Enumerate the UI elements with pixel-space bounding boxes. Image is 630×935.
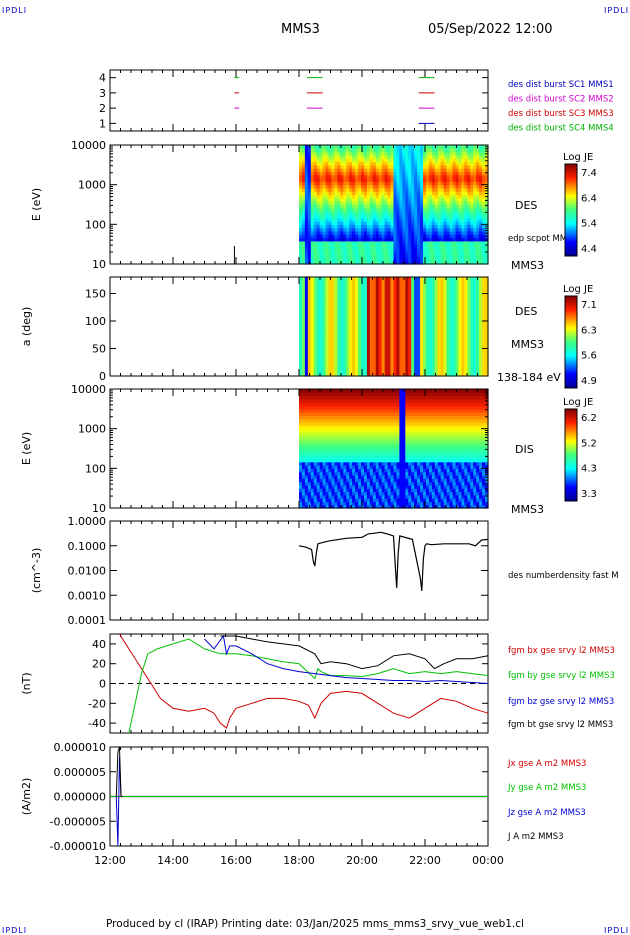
- colorbar-tick-label: 6.3: [581, 325, 597, 336]
- panel-frame: [110, 70, 488, 131]
- panel-bottom-label: MMS3: [511, 259, 544, 272]
- colorbar: [565, 296, 577, 388]
- y-tick-label: 10000: [71, 139, 106, 152]
- y-tick-label: 0: [99, 370, 106, 383]
- legend-entry: des dist burst SC3 MMS3: [508, 109, 614, 119]
- legend-entry: des dist burst SC2 MMS2: [508, 95, 614, 105]
- y-tick-label: 100: [85, 218, 106, 231]
- y-tick-label: 10: [92, 258, 106, 271]
- y-tick-label: 100: [85, 315, 106, 328]
- y-tick-label: 1000: [78, 179, 106, 192]
- colorbar-tick-label: 4.4: [581, 244, 597, 255]
- panel-label: DES: [515, 305, 537, 318]
- y-tick-label: 4: [99, 72, 106, 85]
- dis-energy-spectrogram: [299, 389, 489, 509]
- des-pitch-spectrogram: [299, 277, 489, 377]
- colorbar: [565, 164, 577, 256]
- colorbar-title: Log JE: [563, 152, 593, 163]
- y-tick-label: 2: [99, 102, 106, 115]
- y-axis-label: a (deg): [20, 307, 33, 347]
- colorbar-tick-label: 4.9: [581, 376, 597, 387]
- y-tick-label: 1: [99, 117, 106, 130]
- colorbar-tick-label: 7.4: [581, 168, 597, 179]
- legend-entry: des dist burst SC4 MMS4: [508, 124, 614, 134]
- colorbar-tick-label: 5.4: [581, 219, 597, 230]
- colorbar-tick-label: 6.4: [581, 193, 597, 204]
- des-energy-spectrogram: [299, 145, 489, 265]
- panel-bottom-label: 138-184 eV: [497, 371, 561, 384]
- y-axis-label: E (eV): [30, 188, 43, 221]
- y-tick-label: 50: [92, 343, 106, 356]
- panel-label: DES: [515, 199, 537, 212]
- y-tick-label: 3: [99, 87, 106, 100]
- colorbar-title: Log JE: [563, 284, 593, 295]
- y-tick-label: 150: [85, 288, 106, 301]
- panel-sublabel: MMS3: [511, 338, 544, 351]
- legend-entry: des dist burst SC1 MMS1: [508, 80, 614, 90]
- colorbar-tick-label: 5.6: [581, 351, 597, 362]
- colorbar-tick-label: 7.1: [581, 300, 597, 311]
